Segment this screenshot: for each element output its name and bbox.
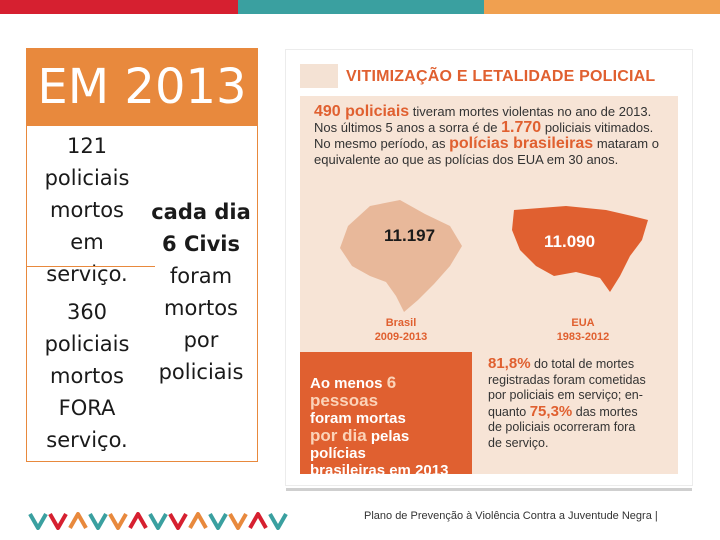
stat-divider [27,266,155,267]
brazil-map-icon [340,200,462,312]
stat-off-duty: 360 policiais mortos FORA serviço. [44,300,130,452]
usa-label: EUA 1983-2012 [556,317,610,343]
top-bar-orange [484,0,720,14]
infographic-body: 490 policiais tiveram mortes violentas n… [300,96,678,479]
usa-count: 11.090 [544,232,596,251]
footer-text: Plano de Prevenção à Violência Contra a … [364,510,658,522]
stat-on-duty: 121 policiais mortos em serviço. [44,134,130,286]
footer-divider [286,488,692,491]
percent-panel: 81,8% do total de mortes registradas for… [488,355,646,450]
daily-deaths-panel: Ao menos 6 pessoas foram mortas por dia … [300,352,472,479]
brazil-label: Brasil 2009-2013 [374,317,428,343]
infographic-tag [300,64,338,88]
campaign-logo-icon [28,512,288,530]
brazil-count: 11.197 [384,226,436,245]
top-bar-red [0,0,238,14]
stat-civilians: cada dia 6 Civis foram mortos por polici… [151,200,251,384]
page-title: EM 2013 [26,48,258,126]
stats-box: 121 policiais mortos em serviço. 360 pol… [26,126,258,462]
infographic-title: VITIMIZAÇÃO E LETALIDADE POLICIAL [346,68,656,85]
infographic: VITIMIZAÇÃO E LETALIDADE POLICIAL 490 po… [286,50,692,485]
top-bar-teal [238,0,484,14]
top-color-bar [0,0,720,14]
usa-map-icon [512,206,648,292]
infographic-paragraph: 490 policiais tiveram mortes violentas n… [314,103,659,168]
